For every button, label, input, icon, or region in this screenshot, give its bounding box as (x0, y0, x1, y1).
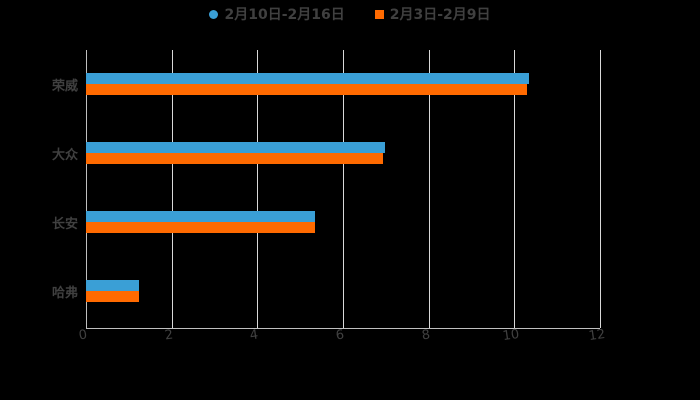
gridline (514, 50, 516, 328)
x-tick-label: 0 (77, 327, 89, 344)
x-tick-label: 10 (502, 326, 521, 345)
gridline (600, 50, 601, 328)
x-tick-label: 4 (249, 327, 260, 344)
category-label: 大众 (51, 148, 78, 163)
category-label: 哈弗 (51, 286, 78, 301)
legend-item-series-1[interactable]: 2月10日-2月16日 (209, 4, 345, 24)
legend-label: 2月3日-2月9日 (389, 7, 491, 23)
legend-item-series-2[interactable]: 2月3日-2月9日 (374, 4, 491, 24)
bar[interactable] (86, 211, 316, 222)
bar[interactable] (86, 84, 528, 95)
category-label: 荣威 (51, 79, 78, 94)
gridline (257, 50, 259, 328)
bar[interactable] (86, 142, 385, 153)
legend-label: 2月10日-2月16日 (224, 7, 345, 23)
bar[interactable] (86, 291, 140, 302)
x-tick-label: 2 (163, 327, 174, 344)
y-axis-line (86, 50, 87, 328)
legend-marker-icon (374, 9, 384, 19)
bar[interactable] (86, 280, 140, 291)
category-label: 长安 (51, 217, 78, 232)
x-tick-label: 8 (420, 327, 431, 344)
bar[interactable] (86, 73, 529, 84)
x-tick-label: 12 (587, 326, 607, 345)
plot-area (86, 50, 601, 328)
bar[interactable] (86, 222, 316, 233)
gridline (428, 50, 430, 328)
x-tick-label: 6 (334, 327, 346, 344)
legend-marker-icon (209, 9, 219, 19)
gridline (171, 50, 173, 328)
gridline (343, 50, 344, 328)
bar[interactable] (86, 153, 383, 164)
chart-legend: 2月10日-2月16日 2月3日-2月9日 (0, 4, 700, 24)
x-axis (86, 328, 600, 329)
